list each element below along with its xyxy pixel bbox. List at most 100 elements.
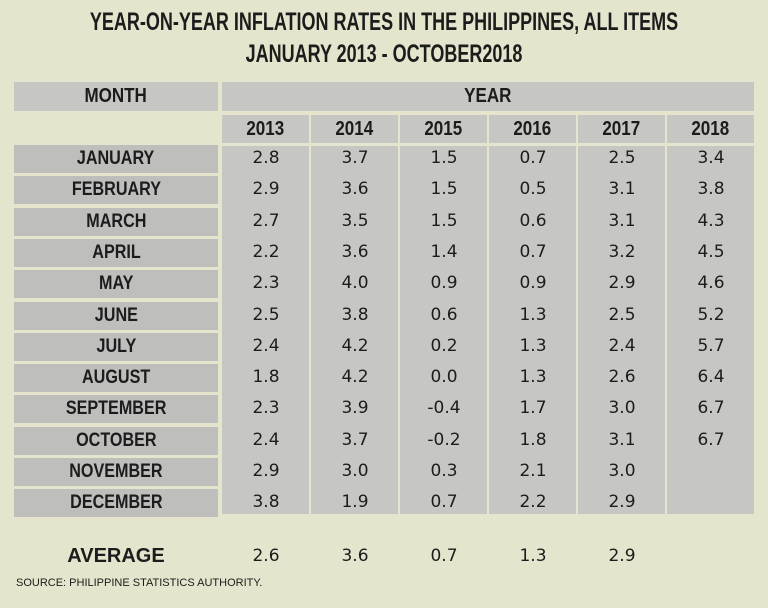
month-label: FEBRUARY (71, 179, 161, 201)
average-value: 3.6 (341, 546, 369, 566)
month-header: MONTH (14, 82, 218, 111)
month-cell: NOVEMBER (14, 458, 218, 486)
value-cell: -0.4 (427, 398, 461, 419)
year-column-2015 (400, 146, 487, 514)
value-cell: 0.9 (430, 273, 458, 294)
value-cell: 0.6 (519, 210, 547, 231)
value-cell: 1.8 (519, 429, 547, 450)
month-label: OCTOBER (75, 429, 157, 451)
month-label: DECEMBER (69, 492, 163, 514)
year-label: 2014 (335, 117, 374, 140)
value-cell: 3.1 (608, 429, 636, 450)
month-label: APRIL (91, 241, 141, 263)
value-cell: 4.5 (697, 241, 725, 262)
month-label: JUNE (94, 304, 138, 326)
value-cell: 3.1 (608, 179, 636, 200)
month-cell: AUGUST (14, 364, 218, 393)
value-cell: 0.3 (430, 461, 458, 481)
month-cell: JUNE (14, 301, 218, 330)
month-cell: APRIL (14, 238, 218, 267)
value-cell: 5.7 (697, 335, 725, 356)
value-cell: 4.2 (341, 367, 369, 388)
value-cell: 0.0 (430, 367, 458, 388)
value-cell: 5.2 (697, 304, 725, 325)
value-cell: 0.7 (430, 492, 458, 513)
value-cell: 2.3 (252, 273, 280, 294)
month-cell: JANUARY (14, 145, 218, 173)
value-cell: 2.4 (608, 335, 636, 356)
value-cell: 1.5 (430, 210, 458, 231)
average-label: AVERAGE (67, 545, 165, 567)
month-cell: OCTOBER (14, 426, 218, 455)
month-header-label: MONTH (84, 85, 148, 107)
value-cell: 4.3 (697, 210, 725, 231)
value-cell: 0.5 (519, 179, 547, 200)
value-cell: 3.8 (252, 492, 280, 513)
month-cell: MARCH (14, 207, 218, 236)
value-cell: 2.5 (608, 148, 636, 168)
value-cell: 3.6 (341, 241, 369, 262)
source-note: SOURCE: PHILIPPINE STATISTICS AUTHORITY. (16, 577, 263, 589)
average-value: 2.6 (252, 546, 280, 566)
value-cell: 2.3 (252, 398, 280, 419)
average-value: 2.9 (608, 546, 636, 566)
value-cell: 2.9 (608, 492, 636, 513)
value-cell: 3.0 (608, 398, 636, 419)
value-cell: 2.4 (252, 429, 280, 450)
value-cell: 1.3 (519, 367, 547, 388)
value-cell: 0.9 (519, 273, 547, 294)
month-label: NOVEMBER (69, 461, 163, 482)
month-label: JULY (96, 335, 136, 357)
value-cell: 2.2 (252, 241, 280, 262)
value-cell: 2.6 (608, 367, 636, 388)
value-cell: 2.2 (519, 492, 547, 513)
value-cell: 4.2 (341, 335, 369, 356)
month-cell: FEBRUARY (14, 176, 218, 205)
value-cell: 3.7 (341, 429, 369, 450)
month-label: SEPTEMBER (65, 398, 167, 420)
year-column-2014 (311, 146, 398, 514)
year-label: 2016 (513, 117, 552, 140)
value-cell: 2.5 (252, 304, 280, 325)
value-cell: 0.7 (519, 148, 547, 168)
month-label: MAY (98, 273, 134, 295)
value-cell: 2.9 (252, 179, 280, 200)
year-header: YEAR (222, 82, 754, 111)
value-cell: 3.1 (608, 210, 636, 231)
value-cell: 3.4 (697, 148, 725, 168)
value-cell: 1.8 (252, 367, 280, 388)
value-cell: 0.7 (519, 241, 547, 262)
value-cell: 6.7 (697, 429, 725, 450)
value-cell: 1.7 (519, 398, 547, 419)
year-header-2018: 2018 (667, 115, 754, 143)
year-header-2014: 2014 (311, 115, 398, 143)
value-cell: 3.0 (341, 461, 369, 481)
month-cell: DECEMBER (14, 489, 218, 518)
year-header-label: YEAR (464, 85, 512, 107)
value-cell: -0.2 (427, 429, 461, 450)
year-column-2017 (578, 146, 665, 514)
value-cell: 6.4 (697, 367, 725, 388)
value-cell: 4.6 (697, 273, 725, 294)
value-cell: 0.6 (430, 304, 458, 325)
value-cell: 3.8 (697, 179, 725, 200)
value-cell: 3.9 (341, 398, 369, 419)
year-label: 2017 (602, 117, 641, 140)
value-cell: 6.7 (697, 398, 725, 419)
month-label: AUGUST (81, 367, 151, 389)
year-header-2013: 2013 (222, 115, 309, 143)
year-header-2017: 2017 (578, 115, 665, 143)
month-label: MARCH (85, 210, 147, 232)
month-cell: JULY (14, 332, 218, 361)
value-cell: 3.0 (608, 461, 636, 481)
value-cell: 2.9 (608, 273, 636, 294)
value-cell: 3.8 (341, 304, 369, 325)
average-value: 0.7 (430, 546, 458, 566)
value-cell: 3.7 (341, 148, 369, 168)
value-cell: 1.5 (430, 179, 458, 200)
title-line-1: YEAR-ON-YEAR INFLATION RATES IN THE PHIL… (89, 8, 679, 36)
year-header-2016: 2016 (489, 115, 576, 143)
month-cell: SEPTEMBER (14, 395, 218, 424)
value-cell: 2.9 (252, 461, 280, 481)
year-label: 2013 (246, 117, 285, 140)
